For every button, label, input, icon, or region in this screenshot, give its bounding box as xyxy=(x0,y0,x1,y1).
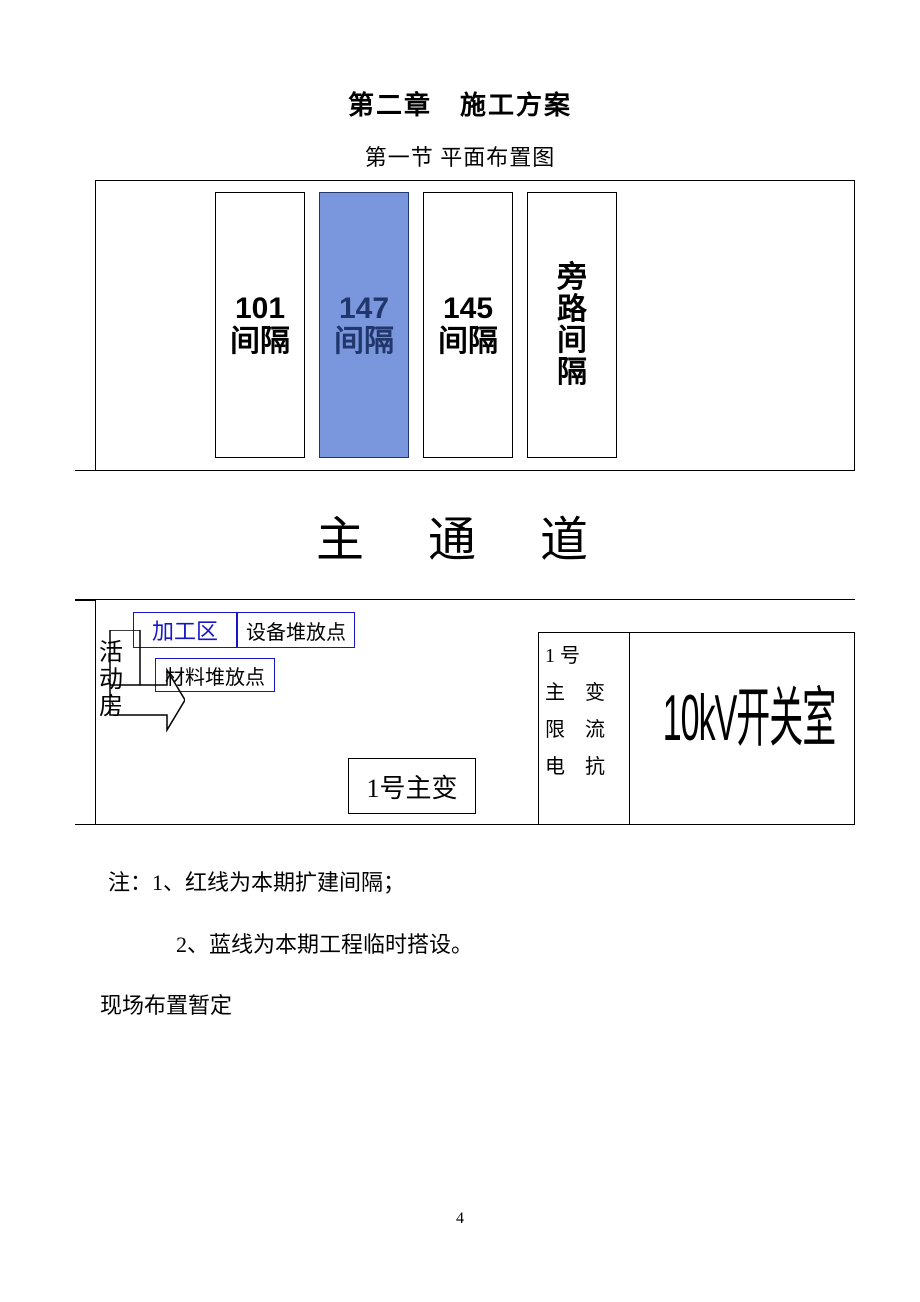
vline xyxy=(854,632,855,825)
lower-area: 活动房 加工区 设备堆放点 材料堆放点 1号主变 1 号 主 变 限 流 电 抗… xyxy=(75,600,855,825)
bay-145-label: 145间隔 xyxy=(438,292,498,358)
vline xyxy=(629,632,630,825)
bay-101-label: 101间隔 xyxy=(230,292,290,358)
bay-145: 145间隔 xyxy=(423,192,513,458)
bay-147: 147间隔 xyxy=(319,192,409,458)
transformer-1: 1号主变 xyxy=(348,758,476,814)
bay-pass-label: 旁路间隔 xyxy=(557,262,587,388)
page-number: 4 xyxy=(0,1210,920,1228)
entry-arrow-icon xyxy=(95,630,185,740)
reactor-line: 电 抗 xyxy=(545,749,625,786)
chapter-title: 第二章 施工方案 xyxy=(0,0,920,122)
bay-pass: 旁路间隔 xyxy=(527,192,617,458)
bay-101: 101间隔 xyxy=(215,192,305,458)
notes-block: 注：1、红线为本期扩建间隔； 2、蓝线为本期工程临时搭设。 xyxy=(108,852,473,975)
note-2: 2、蓝线为本期工程临时搭设。 xyxy=(176,914,473,976)
main-corridor: 主 通 道 xyxy=(75,470,855,600)
reactor-block: 1 号 主 变 限 流 电 抗 xyxy=(545,638,625,786)
note-1: 注：1、红线为本期扩建间隔； xyxy=(108,852,473,914)
reactor-line: 1 号 xyxy=(545,638,625,675)
layout-diagram: 101间隔 147间隔 145间隔 旁路间隔 主 通 道 活动房 加工区 设备堆… xyxy=(75,180,855,825)
section-title: 第一节 平面布置图 xyxy=(0,140,920,172)
reactor-line: 主 变 xyxy=(545,675,625,712)
equipment-stack: 设备堆放点 xyxy=(237,612,355,648)
reactor-line: 限 流 xyxy=(545,712,625,749)
switchroom-10kv: 10kV开关室 xyxy=(649,666,849,759)
bay-147-label: 147间隔 xyxy=(334,292,394,358)
vline xyxy=(538,632,539,825)
final-line: 现场布置暂定 xyxy=(100,988,232,1020)
hline xyxy=(538,632,855,633)
